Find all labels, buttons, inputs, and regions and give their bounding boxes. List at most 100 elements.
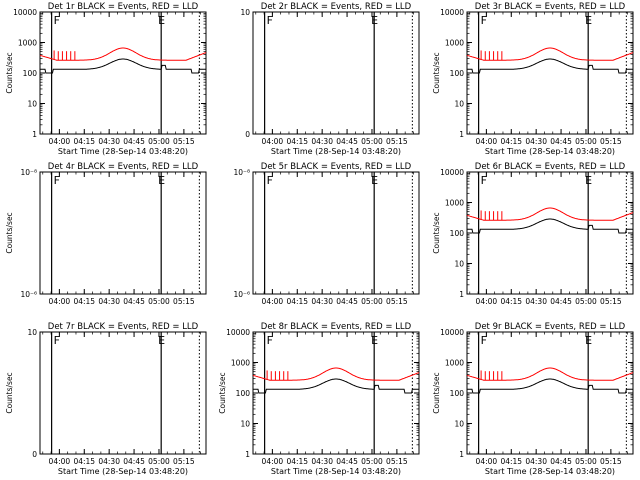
y-axis-label: Counts/sec xyxy=(218,372,227,413)
x-tick-label: 04:15 xyxy=(286,297,308,306)
x-tick-label: 04:30 xyxy=(311,457,333,466)
panel-det-3r: Det 3r BLACK = Events, RED = LLD 1 10 100 10… xyxy=(432,2,634,156)
y-tick-label: 10000 xyxy=(13,8,37,17)
y-axis-label: Counts/sec xyxy=(432,52,441,93)
x-axis-label: Start Time (28-Sep-14 03:48:20) xyxy=(485,147,615,156)
panel-det-2r: Det 2r BLACK = Events, RED = LLD 0 10 04:00… xyxy=(240,2,420,156)
x-axis-label: Start Time (28-Sep-14 03:48:20) xyxy=(485,467,615,476)
chart-title: Det 9r BLACK = Events, RED = LLD xyxy=(475,322,626,332)
x-tick-label: 04:30 xyxy=(525,137,547,146)
plot-frame xyxy=(39,331,207,455)
y-tick-label: 10⁻⁶ xyxy=(20,290,37,299)
x-tick-label: 04:45 xyxy=(336,297,358,306)
marker-label-F: F xyxy=(54,334,60,347)
plot-frame xyxy=(252,171,420,295)
y-tick-label: 100 xyxy=(236,389,251,398)
chart-title: Det 1r BLACK = Events, RED = LLD xyxy=(48,2,199,12)
x-tick-label: 04:30 xyxy=(98,457,120,466)
x-tick-label: 05:00 xyxy=(361,457,383,466)
y-tick-label: 1 xyxy=(459,290,464,299)
panel-det-4r: Det 4r BLACK = Events, RED = LLD 10⁻⁶ 10⁻⁸… xyxy=(5,162,207,306)
y-tick-label: 10000 xyxy=(440,8,464,17)
y-tick-label: 1000 xyxy=(445,359,464,368)
y-tick-label: 1000 xyxy=(445,39,464,48)
x-axis-label: Start Time (28-Sep-14 03:48:20) xyxy=(58,467,188,476)
x-tick-label: 05:00 xyxy=(575,137,597,146)
x-tick-label: 04:00 xyxy=(262,137,284,146)
series-events xyxy=(40,58,206,74)
x-tick-label: 05:00 xyxy=(361,137,383,146)
marker-label-E: E xyxy=(371,334,378,347)
plot-frame xyxy=(252,11,420,135)
x-tick-label: 04:15 xyxy=(286,457,308,466)
series-lld xyxy=(466,207,634,221)
y-tick-label: 1000 xyxy=(18,39,37,48)
plot-frame xyxy=(466,171,634,295)
chart-title: Det 2r BLACK = Events, RED = LLD xyxy=(261,2,412,12)
x-tick-label: 04:15 xyxy=(286,137,308,146)
x-tick-label: 04:15 xyxy=(73,457,95,466)
y-tick-label: 1 xyxy=(245,450,250,459)
x-tick-label: 05:15 xyxy=(600,297,622,306)
x-tick-label: 04:30 xyxy=(98,137,120,146)
chart-title: Det 6r BLACK = Events, RED = LLD xyxy=(475,162,626,172)
x-tick-label: 04:30 xyxy=(525,297,547,306)
marker-label-E: E xyxy=(158,14,165,27)
marker-label-F: F xyxy=(481,334,487,347)
x-tick-label: 04:15 xyxy=(73,137,95,146)
x-tick-label: 04:30 xyxy=(525,457,547,466)
x-tick-label: 05:15 xyxy=(386,297,408,306)
y-tick-label: 10⁻⁶ xyxy=(233,290,250,299)
y-tick-label: 10⁻⁸ xyxy=(20,168,37,177)
x-tick-label: 04:00 xyxy=(476,457,498,466)
panel-det-5r: Det 5r BLACK = Events, RED = LLD 10⁻⁶ 10⁻⁸… xyxy=(233,162,420,306)
plot-frame xyxy=(466,11,634,135)
y-axis-label: Counts/sec xyxy=(5,52,14,93)
x-tick-label: 04:15 xyxy=(500,457,522,466)
x-tick-label: 04:45 xyxy=(550,297,572,306)
series-lld xyxy=(466,367,634,381)
y-tick-label: 1000 xyxy=(231,359,250,368)
x-tick-label: 04:00 xyxy=(262,297,284,306)
marker-label-E: E xyxy=(371,14,378,27)
y-axis-label: Counts/sec xyxy=(5,212,14,253)
x-tick-label: 04:00 xyxy=(476,137,498,146)
x-tick-label: 04:15 xyxy=(500,297,522,306)
series-lld xyxy=(466,47,634,61)
x-axis-label: Start Time (28-Sep-14 03:48:20) xyxy=(271,147,401,156)
panel-det-1r: Det 1r BLACK = Events, RED = LLD 1 10 100 10… xyxy=(5,2,207,156)
x-tick-label: 05:00 xyxy=(575,457,597,466)
x-tick-label: 05:00 xyxy=(148,297,170,306)
y-tick-label: 1 xyxy=(32,130,37,139)
marker-label-E: E xyxy=(158,334,165,347)
y-axis-label: Counts/sec xyxy=(432,212,441,253)
marker-label-F: F xyxy=(267,334,273,347)
y-tick-label: 1 xyxy=(459,450,464,459)
y-tick-label: 1000 xyxy=(445,199,464,208)
chart-title: Det 7r BLACK = Events, RED = LLD xyxy=(48,322,199,332)
x-tick-label: 04:30 xyxy=(98,297,120,306)
plot-frame xyxy=(39,11,207,135)
x-tick-label: 05:15 xyxy=(386,457,408,466)
marker-label-E: E xyxy=(585,174,592,187)
x-tick-label: 04:45 xyxy=(550,457,572,466)
plot-frame xyxy=(39,171,207,295)
x-tick-label: 04:45 xyxy=(123,137,145,146)
y-tick-label: 10 xyxy=(27,328,37,337)
x-tick-label: 04:15 xyxy=(500,137,522,146)
chart-title: Det 4r BLACK = Events, RED = LLD xyxy=(48,162,199,172)
series-events xyxy=(467,58,633,74)
y-tick-label: 10000 xyxy=(440,168,464,177)
marker-label-F: F xyxy=(481,174,487,187)
y-axis-label: Counts/sec xyxy=(5,372,14,413)
x-tick-label: 04:45 xyxy=(336,457,358,466)
x-tick-label: 05:15 xyxy=(173,137,195,146)
x-tick-label: 05:00 xyxy=(148,137,170,146)
x-tick-label: 05:15 xyxy=(386,137,408,146)
x-tick-label: 04:00 xyxy=(49,297,71,306)
x-tick-label: 04:45 xyxy=(123,457,145,466)
y-tick-label: 0 xyxy=(32,450,37,459)
marker-label-F: F xyxy=(54,14,60,27)
x-tick-label: 04:00 xyxy=(49,457,71,466)
x-tick-label: 04:15 xyxy=(73,297,95,306)
